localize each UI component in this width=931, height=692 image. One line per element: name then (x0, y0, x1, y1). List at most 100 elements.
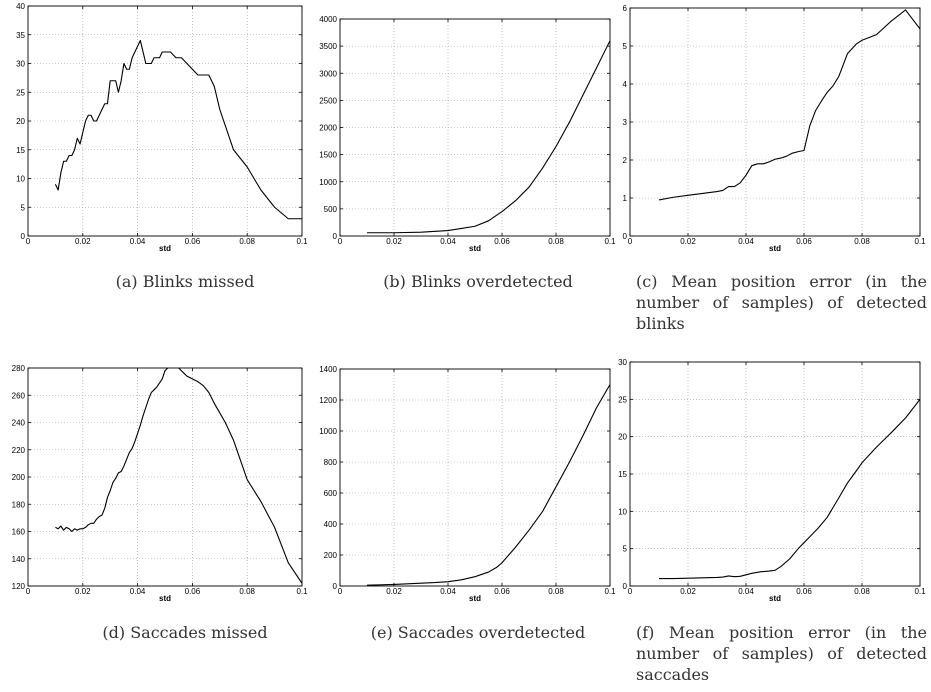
y-tick-label: 1 (623, 194, 628, 203)
chart-saccades-overdetected: 0 0.02 0.04 0.06 0.08 0.1 0 200 400 600 800 1000 120… (319, 365, 616, 603)
y-tick-label: 40 (16, 2, 25, 11)
y-tick-label: 2 (623, 156, 628, 165)
y-tick-label: 200 (12, 473, 26, 482)
plot-area (28, 6, 302, 236)
x-tick-label: 0.06 (494, 587, 510, 596)
y-tick-label: 5 (21, 203, 26, 212)
x-tick-label: 0.08 (548, 587, 564, 596)
y-tick-label: 0 (333, 232, 338, 241)
y-tick-label: 15 (618, 470, 627, 479)
y-tick-label: 600 (324, 489, 338, 498)
chart-saccades-missed: 0 0.02 0.04 0.06 0.08 0.1 120 140 160 180 200 220 24… (12, 364, 308, 603)
y-tick-label: 260 (12, 391, 26, 400)
caption-c: (c) Mean position error (in the number o… (636, 272, 927, 333)
data-series-line (659, 398, 920, 580)
x-tick-label: 0.1 (914, 587, 926, 596)
plot-area (340, 369, 610, 586)
y-tick-label: 4 (623, 80, 628, 89)
x-axis-label: std (769, 594, 781, 603)
x-tick-label: 0.02 (680, 237, 696, 246)
y-tick-label: 4000 (319, 15, 337, 24)
y-tick-label: 2500 (319, 96, 337, 105)
data-series-line (658, 9, 920, 201)
x-tick-label: 0.04 (130, 587, 146, 596)
x-tick-label: 0.08 (239, 237, 255, 246)
y-tick-label: 140 (12, 555, 26, 564)
axes-frame (339, 18, 611, 237)
y-tick-label: 20 (16, 117, 25, 126)
data-series-line (367, 40, 610, 234)
y-tick-label: 800 (324, 458, 338, 467)
y-tick-label: 35 (16, 31, 25, 40)
x-tick-label: 0 (26, 587, 31, 596)
y-tick-label: 220 (12, 446, 26, 455)
y-tick-label: 200 (324, 551, 338, 560)
y-tick-label: 1000 (319, 427, 337, 436)
x-tick-label: 0.1 (604, 587, 616, 596)
chart-saccade-position-error: 0 0.02 0.04 0.06 0.08 0.1 0 5 10 15 20 25 30 std (618, 358, 926, 603)
y-tick-label: 15 (16, 146, 25, 155)
y-tick-label: 10 (16, 175, 25, 184)
x-tick-label: 0.04 (440, 587, 456, 596)
x-tick-label: 0.04 (130, 237, 146, 246)
caption-b: (b) Blinks overdetected (383, 272, 573, 291)
axes-frame (27, 5, 303, 237)
x-tick-label: 0.1 (296, 587, 308, 596)
data-series-line (55, 368, 302, 584)
x-axis-label: std (469, 244, 481, 253)
y-tick-label: 1000 (319, 178, 337, 187)
y-tick-label: 120 (12, 582, 26, 591)
y-tick-label: 2000 (319, 124, 337, 133)
x-axis-label: std (469, 594, 481, 603)
y-tick-label: 20 (618, 433, 627, 442)
x-tick-label: 0.04 (738, 587, 754, 596)
axes-frame (27, 367, 303, 587)
x-tick-label: 0 (26, 237, 31, 246)
y-tick-label: 0 (21, 232, 26, 241)
x-tick-label: 0 (338, 237, 343, 246)
caption-e: (e) Saccades overdetected (370, 623, 586, 642)
y-tick-label: 500 (324, 205, 338, 214)
y-tick-label: 1500 (319, 151, 337, 160)
chart-blinks-missed: 0 0.02 0.04 0.06 0.08 0.1 0 5 10 15 20 25 30 35 40 std (16, 2, 308, 253)
caption-f: (f) Mean position error (in the number o… (636, 623, 927, 684)
chart-blink-position-error: 0 0.02 0.04 0.06 0.08 0.1 0 1 2 3 4 5 6 std (623, 4, 927, 253)
y-tick-label: 1400 (319, 365, 337, 374)
axes-frame (629, 361, 921, 587)
x-tick-label: 0.1 (914, 237, 926, 246)
y-tick-label: 400 (324, 520, 338, 529)
x-tick-label: 0.04 (738, 237, 754, 246)
x-tick-label: 0.08 (239, 587, 255, 596)
data-series-line (54, 39, 302, 220)
plot-area (28, 368, 302, 586)
y-tick-label: 25 (16, 88, 25, 97)
caption-a: (a) Blinks missed (115, 272, 255, 291)
y-tick-label: 0 (623, 232, 628, 241)
x-tick-label: 0.06 (796, 587, 812, 596)
x-tick-label: 0.06 (494, 237, 510, 246)
x-tick-label: 0.1 (296, 237, 308, 246)
x-axis-label: std (159, 244, 171, 253)
x-tick-label: 0.1 (604, 237, 616, 246)
y-tick-label: 10 (618, 507, 627, 516)
x-tick-label: 0.04 (440, 237, 456, 246)
y-tick-label: 3000 (319, 69, 337, 78)
x-tick-label: 0.02 (680, 587, 696, 596)
axes-frame (339, 368, 611, 587)
y-tick-label: 5 (623, 545, 628, 554)
y-tick-label: 1200 (319, 396, 337, 405)
y-tick-label: 180 (12, 500, 26, 509)
y-tick-label: 3 (623, 118, 628, 127)
x-tick-label: 0.08 (854, 587, 870, 596)
y-tick-label: 25 (618, 395, 627, 404)
y-tick-label: 0 (623, 582, 628, 591)
caption-d: (d) Saccades missed (102, 623, 268, 642)
axes-frame (629, 7, 921, 237)
x-tick-label: 0.02 (75, 237, 91, 246)
y-tick-label: 5 (623, 42, 628, 51)
x-tick-label: 0.02 (386, 587, 402, 596)
data-series-line (366, 384, 610, 586)
x-tick-label: 0.06 (796, 237, 812, 246)
x-tick-label: 0 (338, 587, 343, 596)
x-tick-label: 0.06 (185, 237, 201, 246)
